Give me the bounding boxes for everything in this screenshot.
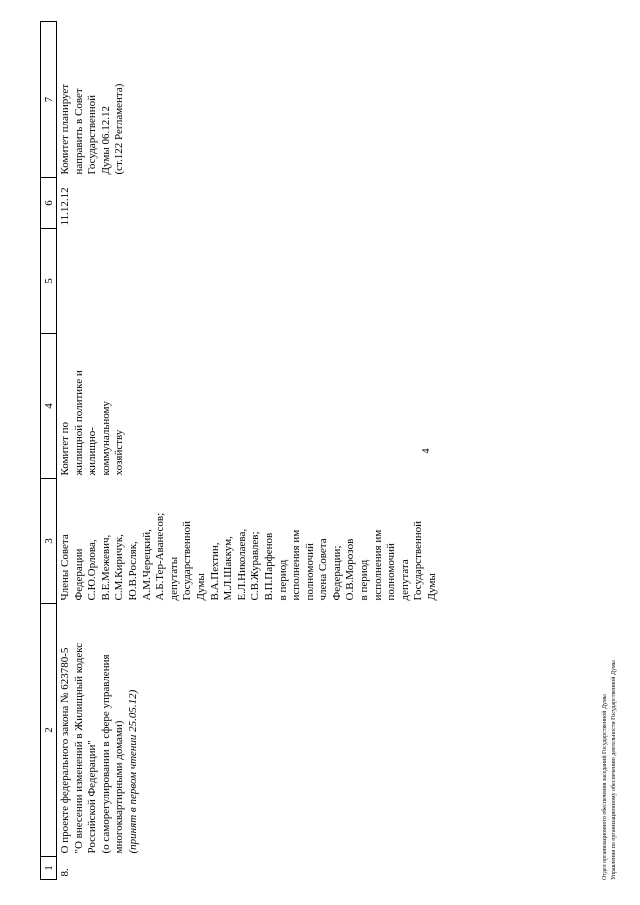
committee-line: хозяйству [113,429,126,476]
table-row: 8. О проекте федерального закона № 62378… [57,22,440,880]
column-header: 2 [40,603,57,857]
author-line: Думы [194,573,207,601]
bill-title: О проекте федерального закона № 623780-5… [59,607,141,854]
column-header: 5 [40,228,57,334]
author-line: полномочий [385,543,398,601]
authors-cell: Члены Совета Федерации С.Ю.Орлова, В.Е.М… [57,479,440,604]
author-line: депутаты [167,556,180,601]
table-header-row: 1 2 3 4 5 6 7 [40,21,57,880]
author-line: В.П.Парфенов [262,532,275,601]
note-line: направить в Совет [72,88,85,175]
author-line: Члены Совета [59,534,71,601]
note-line: Государственной [86,94,99,175]
note-line: Думы 06.12.12 [99,106,112,175]
bill-line: Российской Федерации" [86,740,99,854]
column-header: 1 [40,856,57,880]
committee-line: Комитет по [59,421,71,476]
note-line: (ст.122 Регламента) [113,83,126,175]
author-line: С.В.Журавлев; [249,531,262,601]
author-line: А.Б.Тер-Аванесов; [154,512,167,601]
bills-table: 1 2 3 4 5 6 7 8. О проекте федерального … [40,21,440,880]
committee-line: коммунальному [99,400,112,476]
footer-line: Управления по организационному обеспечен… [610,660,617,880]
author-line: Думы [426,573,439,601]
author-line: С.Ю.Орлова, [86,539,99,601]
rotated-table-area: 1 2 3 4 5 6 7 8. О проекте федерального … [40,10,470,880]
author-line: М.Л.Шаккум, [222,536,235,601]
author-line: исполнения им [290,529,303,601]
note-text: Комитет планирует направить в Совет Госу… [59,25,127,175]
author-line: В.А.Пехтин, [208,542,221,601]
bill-line: "О внесении изменений в Жилищный кодекс [72,642,85,854]
committee-cell: Комитет по жилищной политике и жилищно- … [57,334,440,479]
bill-line: О проекте федерального закона № 623780-5 [59,647,71,854]
author-line: Государственной [412,520,425,601]
author-line: Ю.В.Росляк, [126,541,139,601]
column-header: 7 [40,21,57,178]
row-number: 8. [59,868,71,877]
author-line: О.В.Морозов [344,538,357,601]
committee-name: Комитет по жилищной политике и жилищно- … [59,337,127,476]
author-line: Е.Л.Николаева, [235,528,248,601]
author-line: Федерации [72,548,85,601]
author-line: В.Е.Межевич, [99,534,112,601]
author-line: депутата [398,559,411,601]
author-line: Федерации; [330,545,343,601]
empty-cell [57,229,440,334]
committee-line: жилищно- [86,427,99,476]
column-header: 3 [40,478,57,604]
author-line: Государственной [181,520,194,601]
column-header: 4 [40,333,57,479]
note-cell: Комитет планирует направить в Совет Госу… [57,22,440,178]
author-line: А.М.Черецкий, [140,529,153,601]
author-line: в период [358,559,371,601]
committee-line: жилищной политике и [72,370,85,476]
bill-cell: О проекте федерального закона № 623780-5… [57,604,440,857]
note-line: Комитет планирует [59,83,71,175]
authors-list: Члены Совета Федерации С.Ю.Орлова, В.Е.М… [59,482,440,601]
bill-line: (о саморегулировании в сфере управления [99,654,112,854]
author-line: полномочий [303,543,316,601]
footer-line: Отдел организационного обеспечения засед… [602,694,608,880]
bill-line: многоквартирными домами) [113,720,126,854]
author-line: С.М.Киричук, [113,534,126,601]
author-line: в период [276,559,289,601]
date-cell: 11.12.12 [59,187,71,226]
footer: Отдел организационного обеспечения засед… [601,560,618,880]
author-line: члена Совета [317,538,330,601]
bill-note: (принят в первом чтении 25.05.12) [126,689,139,854]
author-line: исполнения им [371,529,384,601]
column-header: 6 [40,177,57,229]
